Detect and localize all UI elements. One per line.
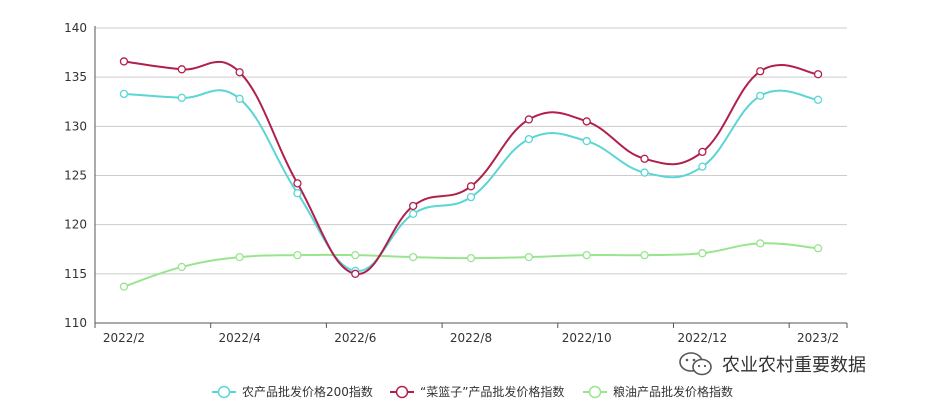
y-tick-label: 130 [64, 119, 87, 133]
x-tick-label: 2022/2 [103, 331, 145, 345]
series-2-point [640, 250, 649, 260]
series-2-point [698, 249, 707, 258]
legend-label-0[interactable]: 农产品批发价格200指数 [242, 384, 373, 399]
series-1-point [177, 65, 186, 74]
x-tick-label: 2022/8 [450, 331, 492, 345]
series-0-point [582, 136, 591, 146]
wechat-icon [679, 352, 712, 376]
y-tick-label: 110 [64, 316, 87, 330]
series-2-point [235, 252, 244, 262]
series-0-point [466, 192, 476, 202]
x-tick-label: 2022/12 [677, 331, 727, 345]
legend-label-2[interactable]: 粮油产品批发价格指数 [613, 384, 733, 399]
series-1-point [813, 70, 823, 79]
series-0-point [813, 95, 823, 104]
series-1-point [582, 117, 591, 126]
series-0-point [235, 94, 244, 103]
series-line-1 [123, 60, 819, 275]
series-1-point [351, 269, 360, 278]
series-1-point [524, 115, 533, 124]
x-tick-label: 2022/4 [219, 331, 261, 345]
y-tick-label: 120 [64, 218, 87, 232]
series-2-point [293, 250, 302, 260]
y-tick-label: 115 [64, 267, 87, 281]
series-0-point [409, 209, 418, 219]
legend-marker-2 [588, 385, 602, 399]
series-2-point [119, 282, 129, 291]
legend-marker-0 [217, 385, 231, 399]
watermark: 农业农村重要数据 [676, 350, 866, 378]
legend-label-1[interactable]: “菜篮子”产品批发价格指数 [420, 384, 564, 399]
x-tick-label: 2022/6 [334, 331, 376, 345]
series-2-point [582, 250, 591, 260]
series-0-point [177, 93, 186, 102]
series-1-point [235, 68, 244, 77]
series-1-point [640, 154, 649, 163]
series-1-point [409, 201, 418, 211]
series-1-point [293, 179, 302, 188]
series-1-point [756, 67, 765, 76]
series-2-point [756, 239, 765, 248]
legend-marker-1 [395, 385, 409, 399]
x-tick-label: 2023/2 [797, 331, 839, 345]
series-2-point [524, 252, 533, 262]
series-1-point [698, 147, 707, 157]
series-1-point [119, 57, 129, 66]
y-tick-label: 140 [64, 21, 87, 35]
series-0-point [119, 89, 129, 99]
series-2-point [351, 250, 360, 260]
series-0-point [524, 134, 533, 144]
series-2-point [177, 262, 186, 272]
series-0-point [293, 189, 302, 198]
series-2-point [813, 244, 823, 253]
series-1-point [466, 182, 476, 191]
series-0-point [756, 91, 765, 100]
series-line-0 [123, 89, 819, 272]
series-2-point [466, 253, 476, 263]
series-0-point [640, 168, 649, 177]
y-tick-label: 125 [64, 169, 87, 183]
series-line-2 [123, 242, 819, 288]
watermark-text: 农业农村重要数据 [722, 355, 866, 376]
series-2-point [409, 252, 418, 262]
x-tick-label: 2022/10 [562, 331, 612, 345]
y-tick-label: 135 [64, 70, 87, 84]
series-0-point [698, 162, 707, 171]
